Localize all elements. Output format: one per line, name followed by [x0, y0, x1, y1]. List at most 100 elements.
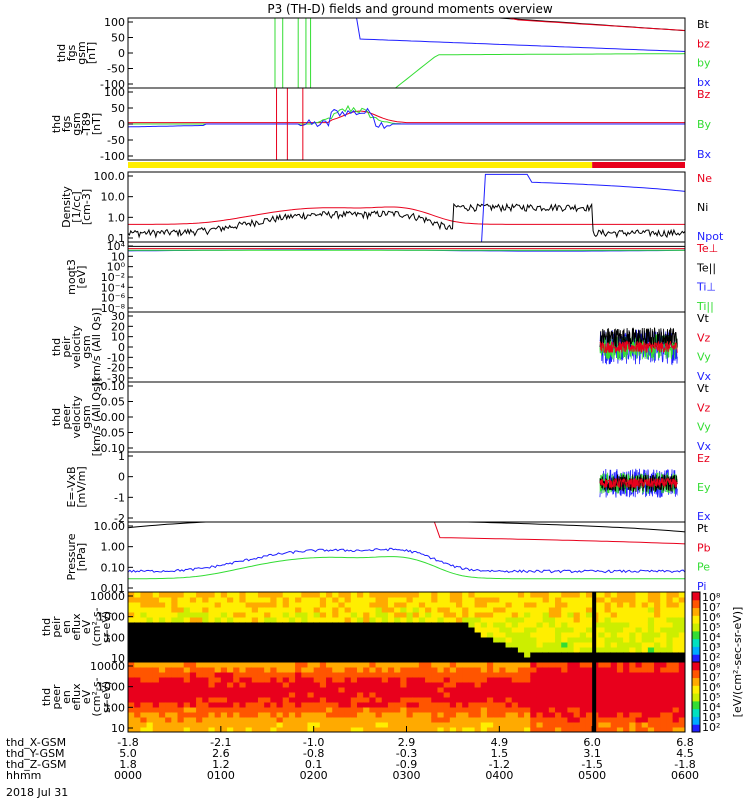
- spec-cell: [215, 667, 222, 673]
- spec-cell: [184, 722, 191, 728]
- spec-cell: [512, 652, 519, 658]
- spec-cell: [208, 652, 215, 658]
- spec-cell: [215, 607, 222, 613]
- spec-cell: [165, 612, 172, 618]
- spec-cell: [252, 592, 259, 598]
- colorbar-swatch: [692, 631, 700, 639]
- panel-peer_v-legend-Vt: Vt: [697, 382, 710, 395]
- spec-cell: [561, 652, 568, 658]
- spec-cell: [574, 717, 581, 723]
- spec-cell: [270, 652, 277, 658]
- spec-cell: [611, 647, 618, 653]
- spec-cell: [530, 642, 537, 648]
- spec-cell: [400, 677, 407, 683]
- spec-cell: [394, 607, 401, 613]
- spec-cell: [642, 667, 649, 673]
- spec-cell: [277, 652, 284, 658]
- spec-cell: [462, 692, 469, 698]
- spec-cell: [586, 702, 593, 708]
- spec-cell: [202, 692, 209, 698]
- spec-cell: [425, 612, 432, 618]
- spec-cell: [239, 642, 246, 648]
- spec-cell: [332, 692, 339, 698]
- spec-cell: [512, 662, 519, 668]
- spec-cell: [499, 642, 506, 648]
- spec-cell: [252, 662, 259, 668]
- spec-cell: [561, 717, 568, 723]
- spec-cell: [450, 692, 457, 698]
- spec-cell: [351, 702, 358, 708]
- spec-cell: [128, 677, 135, 683]
- spec-cell: [666, 592, 673, 598]
- spec-cell: [338, 632, 345, 638]
- spec-cell: [642, 637, 649, 643]
- spec-cell: [270, 642, 277, 648]
- spec-cell: [574, 697, 581, 703]
- spec-cell: [369, 592, 376, 598]
- spec-cell: [437, 602, 444, 608]
- spec-cell: [134, 647, 141, 653]
- spec-cell: [239, 672, 246, 678]
- spec-cell: [468, 712, 475, 718]
- spec-cell: [660, 602, 667, 608]
- spec-cell: [437, 592, 444, 598]
- panel-fgs-ytick-label: 100: [104, 16, 125, 29]
- spec-cell: [567, 627, 574, 633]
- spec-cell: [357, 722, 364, 728]
- spec-cell: [450, 592, 457, 598]
- spec-cell: [431, 707, 438, 713]
- spec-cell: [165, 602, 172, 608]
- panel-peir_spec-ylabel: thdpeirenefluxeV(cm²-s-sr-eV): [40, 607, 113, 646]
- spec-cell: [635, 617, 642, 623]
- spec-cell: [215, 722, 222, 728]
- spec-cell: [598, 607, 605, 613]
- spec-cell: [147, 662, 154, 668]
- spec-cell: [611, 707, 618, 713]
- spec-cell: [202, 622, 209, 628]
- panel-efield-legend-Ez: Ez: [697, 452, 710, 465]
- panel-fgs_dip-ytick-label: 0: [118, 118, 125, 131]
- panel-efield-ytick-label: -1: [114, 491, 125, 504]
- spec-cell: [295, 707, 302, 713]
- spec-cell: [221, 687, 228, 693]
- spec-cell: [289, 717, 296, 723]
- spec-cell: [456, 717, 463, 723]
- spec-cell: [134, 672, 141, 678]
- spec-cell: [246, 697, 253, 703]
- colorbar-swatch: [692, 670, 700, 678]
- spec-cell: [425, 607, 432, 613]
- colorbar-swatch: [692, 654, 700, 662]
- overview-plot: P3 (TH-D) fields and ground moments over…: [0, 0, 750, 800]
- spec-cell: [654, 682, 661, 688]
- panel-peir_spec: 10000100010010thdpeirenefluxeV(cm²-s-sr-…: [40, 590, 686, 665]
- spec-cell: [444, 612, 451, 618]
- spec-cell: [345, 677, 352, 683]
- spec-cell: [159, 597, 166, 603]
- spec-cell: [481, 682, 488, 688]
- spec-cell: [326, 652, 333, 658]
- spec-cell: [419, 662, 426, 668]
- spec-cell: [264, 687, 271, 693]
- spec-cell: [190, 647, 197, 653]
- spec-cell: [400, 607, 407, 613]
- spec-cell: [506, 722, 513, 728]
- spec-cell: [648, 687, 655, 693]
- spec-cell: [165, 682, 172, 688]
- x-row-value: 0300: [393, 769, 421, 782]
- spec-cell: [178, 682, 185, 688]
- spec-cell: [159, 712, 166, 718]
- spec-cell: [400, 652, 407, 658]
- trace-Pb: [128, 522, 685, 544]
- spec-cell: [580, 702, 587, 708]
- spec-cell: [345, 717, 352, 723]
- spec-cell: [227, 707, 234, 713]
- spec-cell: [611, 712, 618, 718]
- spec-cell: [673, 682, 680, 688]
- spec-cell: [437, 637, 444, 643]
- spec-cell: [147, 612, 154, 618]
- spec-cell: [524, 712, 531, 718]
- spec-cell: [567, 637, 574, 643]
- panel-density-ytick-label: 1.0: [108, 211, 126, 224]
- spec-cell: [605, 667, 612, 673]
- spec-cell: [376, 597, 383, 603]
